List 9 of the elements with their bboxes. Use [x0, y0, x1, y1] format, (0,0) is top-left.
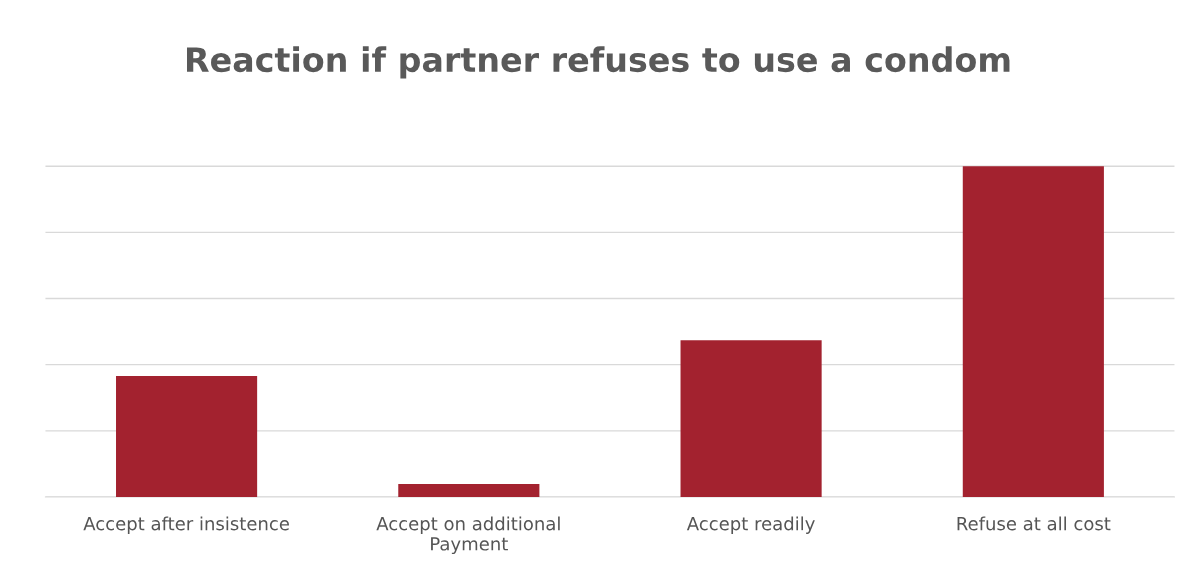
bar	[398, 484, 540, 497]
bar	[116, 375, 258, 497]
bar	[962, 166, 1104, 497]
x-tick-label: Accept on additional Payment	[376, 516, 560, 555]
bar	[680, 340, 822, 497]
x-tick-label: Refuse at all cost	[957, 516, 1111, 531]
chart-title: Reaction if partner refuses to use a condom	[187, 46, 1010, 79]
x-tick-label: Accept readily	[686, 516, 815, 534]
x-tick-label: Accept after insistence	[83, 516, 289, 534]
